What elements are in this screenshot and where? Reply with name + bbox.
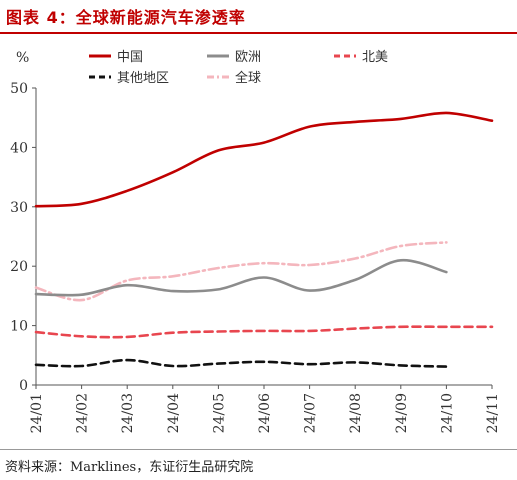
x-tick-label: 24/03 — [120, 393, 136, 433]
y-tick-label: 20 — [10, 259, 28, 275]
x-tick-label: 24/08 — [348, 393, 364, 433]
legend-label-0: 中国 — [117, 50, 143, 65]
y-tick-label: 30 — [10, 200, 28, 216]
legend-label-4: 全球 — [235, 70, 261, 86]
y-tick-label: 40 — [10, 140, 28, 156]
title-rule — [0, 32, 517, 34]
x-tick-label: 24/06 — [257, 393, 273, 433]
y-tick-label: 10 — [10, 319, 28, 335]
line-chart: 0 10 20 30 40 50 24/01 24/02 24/03 24/04 24/05 24/0… — [10, 50, 501, 433]
x-tick-label: 24/09 — [394, 393, 410, 433]
x-tick-label: 24/07 — [303, 393, 319, 433]
series-line-0 — [34, 111, 494, 208]
legend-label-1: 欧洲 — [235, 50, 261, 65]
x-tick-label: 24/11 — [485, 393, 501, 433]
y-tick-label: 50 — [10, 81, 28, 97]
x-tick-label: 24/10 — [439, 393, 455, 433]
series-line-1 — [34, 258, 448, 297]
legend-label-2: 北美 — [362, 50, 388, 65]
chart-title: 图表 4：全球新能源汽车渗透率 — [6, 8, 246, 27]
axes: 0 10 20 30 40 50 24/01 24/02 24/03 24/04 24/05 24/0… — [10, 81, 501, 433]
source-note: 资料来源：Marklines，东证衍生品研究院 — [5, 460, 254, 475]
x-tick-label: 24/01 — [29, 393, 45, 433]
y-axis-unit-label: % — [16, 50, 29, 66]
x-tick-label: 24/04 — [166, 393, 182, 433]
y-tick-label: 0 — [19, 378, 28, 394]
x-tick-label: 24/05 — [211, 393, 227, 433]
series-line-4 — [34, 241, 448, 302]
x-tick-label: 24/02 — [75, 393, 91, 433]
series-line-2 — [34, 325, 494, 339]
source-rule — [0, 449, 517, 450]
series-line-3 — [34, 358, 448, 368]
series-layer — [34, 111, 494, 368]
legend-label-3: 其他地区 — [117, 71, 169, 86]
